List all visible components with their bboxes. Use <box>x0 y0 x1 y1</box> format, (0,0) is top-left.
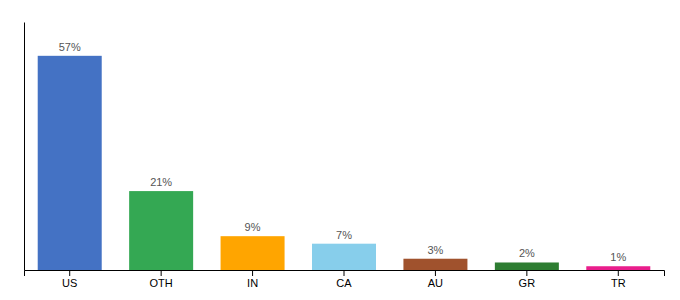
x-tick: GR <box>519 270 536 289</box>
x-tick-mark <box>618 270 619 276</box>
data-label: 1% <box>610 251 626 263</box>
data-label: 9% <box>245 221 261 233</box>
bars <box>38 56 651 270</box>
plot: 57% 21% 9% 7% 3% 2% 1% US OTH IN CA AU GR TR <box>25 23 665 289</box>
x-tick-mark <box>526 270 527 276</box>
y-axis-line <box>24 23 25 271</box>
bar <box>586 266 650 270</box>
bar <box>403 259 467 270</box>
bar <box>38 56 102 270</box>
x-tick-label: IN <box>247 277 258 289</box>
bar <box>221 236 285 270</box>
x-axis-line <box>25 271 665 277</box>
chart-container: 57% 21% 9% 7% 3% 2% 1% US OTH IN CA AU GR TR <box>0 0 680 300</box>
data-label: 3% <box>427 244 443 256</box>
x-tick: AU <box>428 270 443 289</box>
x-tick-label: US <box>62 277 77 289</box>
x-tick-mark <box>252 270 253 276</box>
x-tick-label: AU <box>428 277 443 289</box>
x-tick-mark <box>161 270 162 276</box>
x-tick: TR <box>611 270 626 289</box>
bar <box>312 244 376 270</box>
x-tick-mark <box>69 270 70 276</box>
x-tick: IN <box>247 270 258 289</box>
x-axis: US OTH IN CA AU GR TR <box>25 270 665 289</box>
y-axis <box>24 23 25 271</box>
x-tick-label: OTH <box>150 277 173 289</box>
x-tick-mark <box>435 270 436 276</box>
data-labels: 57% 21% 9% 7% 3% 2% 1% <box>59 41 627 263</box>
x-tick-label: GR <box>519 277 536 289</box>
chart: 57% 21% 9% 7% 3% 2% 1% US OTH IN CA AU GR TR <box>0 0 680 300</box>
x-tick-mark <box>344 270 345 276</box>
data-label: 57% <box>59 41 81 53</box>
bar <box>129 191 193 270</box>
x-tick-label: CA <box>336 277 352 289</box>
x-tick-label: TR <box>611 277 626 289</box>
data-label: 2% <box>519 247 535 259</box>
x-tick: OTH <box>150 270 173 289</box>
bar <box>495 262 559 270</box>
data-label: 7% <box>336 229 352 241</box>
data-label: 21% <box>150 176 172 188</box>
x-tick: CA <box>336 270 352 289</box>
x-tick: US <box>62 270 77 289</box>
